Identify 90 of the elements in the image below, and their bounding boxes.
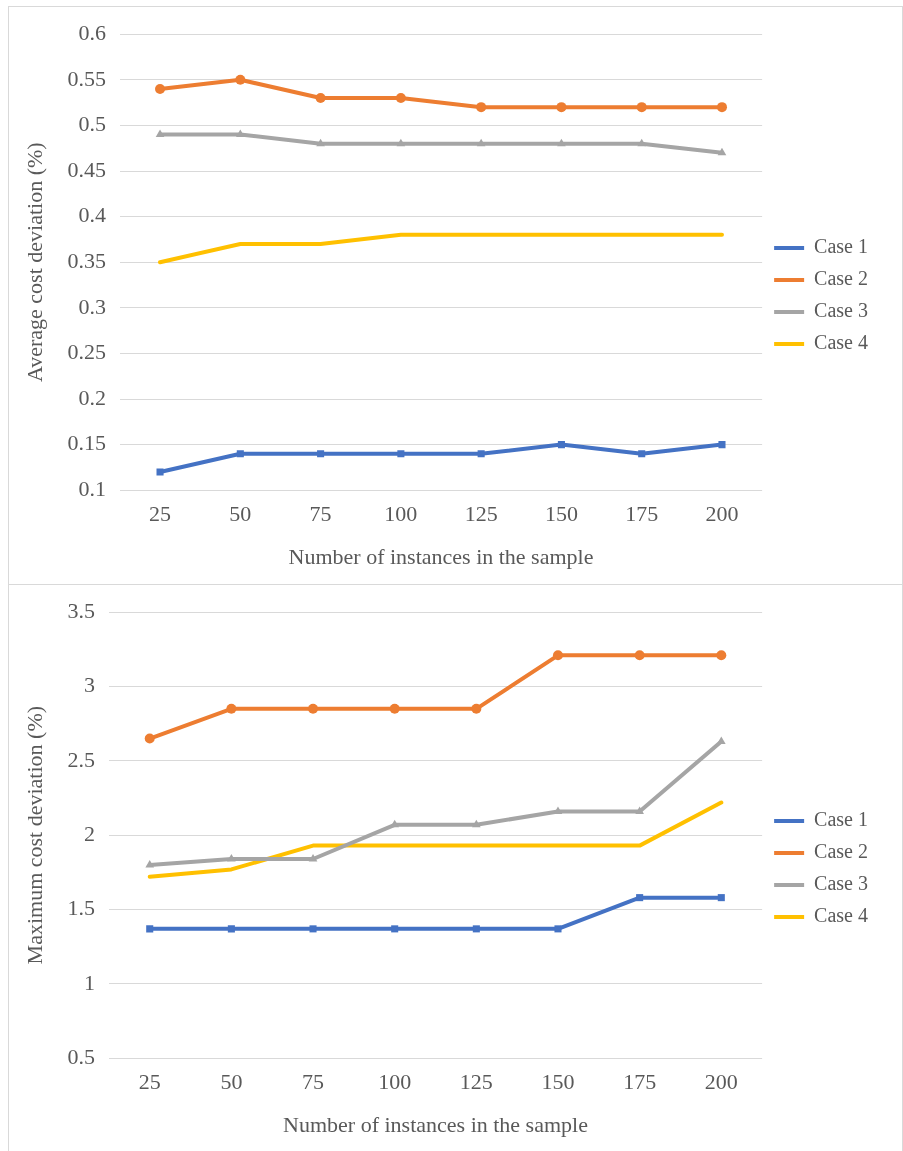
y-tick-label: 0.5 [67,1043,95,1069]
point [557,138,566,147]
y-tick-label: 3 [83,672,95,698]
y-tick-label: 1.5 [67,895,95,921]
y-tick-label: 3.5 [67,597,95,623]
x-tick-label: 175 [623,1069,657,1095]
point [236,450,244,458]
x-tick-label: 125 [459,1069,493,1095]
point [636,894,644,902]
point [155,83,166,94]
y-tick-label: 0.45 [67,156,106,182]
x-axis-title: Number of instances in the sample [283,1111,588,1137]
point [634,650,645,661]
legend-label: Case 4 [814,904,869,927]
point [471,703,482,714]
point [156,468,164,476]
point [308,703,319,714]
x-tick-label: 150 [541,1069,575,1095]
point [317,450,325,458]
point [146,925,154,933]
point [718,441,726,449]
point [717,147,727,156]
legend-label: Case 4 [814,331,869,354]
y-tick-label: 2.5 [67,746,95,772]
legend-label: Case 2 [814,267,869,290]
point [316,138,325,147]
x-axis-title: Number of instances in the sample [288,543,594,569]
x-tick-label: 50 [229,501,252,527]
y-tick-label: 0.3 [78,293,106,319]
point [389,703,400,714]
point [476,138,486,147]
point [391,925,399,933]
x-tick-label: 200 [705,501,739,527]
point [235,129,245,138]
point [472,819,481,828]
point [476,102,487,113]
y-tick-label: 1 [83,969,95,995]
point [144,733,155,744]
y-axis-title: Maximum cost deviation (%) [21,705,47,965]
legend-label: Case 3 [814,872,869,895]
y-tick-label: 0.55 [67,65,106,91]
x-tick-label: 25 [149,501,172,527]
point [227,853,236,862]
legend-label: Case 1 [814,808,869,831]
x-tick-label: 100 [378,1069,412,1095]
y-tick-label: 0.5 [78,111,106,137]
point [638,450,646,458]
x-tick-label: 25 [138,1069,161,1095]
point [315,93,326,104]
y-tick-label: 0.1 [78,475,106,501]
y-tick-label: 0.15 [67,430,106,456]
point [227,925,235,933]
y-tick-label: 2 [83,820,95,846]
x-tick-label: 125 [464,501,498,527]
point [155,129,165,138]
point [717,894,725,902]
point [637,138,647,147]
point [396,138,406,147]
point [716,650,727,661]
point [309,925,317,933]
x-tick-label: 50 [220,1069,243,1095]
point [557,441,565,449]
y-axis-title: Average cost deviation (%) [21,142,47,383]
point [552,650,563,661]
point [716,102,727,113]
legend-label: Case 2 [814,840,869,863]
point [472,925,480,933]
y-tick-label: 0.6 [78,19,106,45]
point [397,450,405,458]
point [395,93,406,104]
point [145,859,155,868]
point [477,450,485,458]
legend-label: Case 3 [814,299,869,322]
point [235,74,246,85]
point [636,102,647,113]
point [226,703,237,714]
y-tick-label: 0.2 [78,384,106,410]
x-tick-label: 75 [302,1069,325,1095]
y-tick-label: 0.35 [67,247,106,273]
legend-label: Case 1 [814,235,869,258]
x-tick-label: 75 [309,501,332,527]
x-tick-label: 100 [384,501,418,527]
x-tick-label: 200 [704,1069,738,1095]
x-tick-label: 175 [625,501,659,527]
x-tick-label: 150 [544,501,578,527]
point [556,102,567,113]
y-tick-label: 0.4 [78,202,106,228]
y-tick-label: 0.25 [67,339,106,365]
point [635,806,644,814]
point [554,925,562,933]
